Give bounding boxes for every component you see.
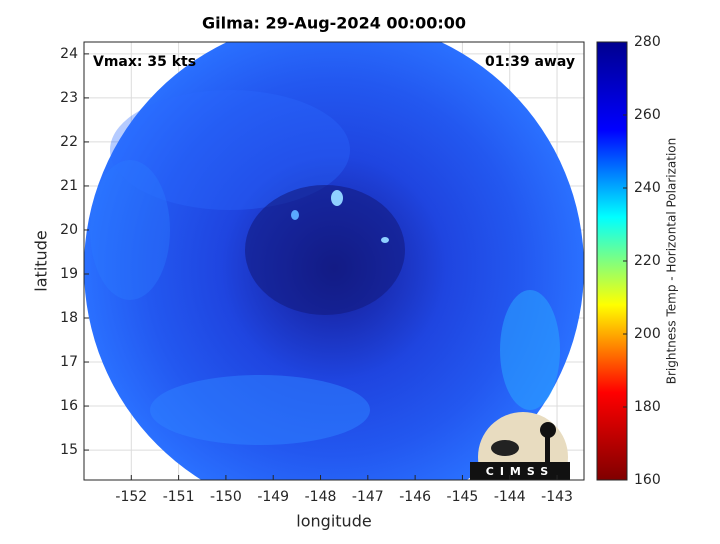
y-axis-label: latitude — [32, 230, 51, 291]
y-tick-label: 15 — [60, 442, 78, 458]
y-tick-label: 20 — [60, 222, 78, 238]
chart-title: Gilma: 29-Aug-2024 00:00:00 — [202, 14, 466, 33]
colorbar-tick-label: 200 — [634, 326, 661, 342]
y-tick-label: 23 — [60, 90, 78, 106]
logo-text: CIMSS — [486, 465, 554, 478]
x-axis-label: longitude — [296, 512, 371, 531]
colorbar-tick-label: 260 — [634, 107, 661, 123]
y-tick-label: 17 — [60, 354, 78, 370]
colorbar-label: Brightness Temp - Horizontal Polarizatio… — [665, 138, 679, 385]
x-tick-label: -148 — [305, 489, 337, 505]
x-tick-label: -145 — [447, 489, 479, 505]
y-tick-label: 24 — [60, 46, 78, 62]
x-tick-label: -147 — [352, 489, 384, 505]
annotation: Vmax: 35 kts — [93, 54, 196, 70]
colorbar-tick-label: 240 — [634, 180, 661, 196]
annotation: 01:39 away — [485, 54, 575, 70]
colorbar-tick-label: 280 — [634, 34, 661, 50]
y-tick-label: 18 — [60, 310, 78, 326]
plot-frame — [83, 41, 585, 481]
y-tick-label: 16 — [60, 398, 78, 414]
x-tick-label: -151 — [163, 489, 195, 505]
colorbar-tick-label: 180 — [634, 399, 661, 415]
x-tick-label: -152 — [115, 489, 147, 505]
x-tick-label: -144 — [494, 489, 526, 505]
y-tick-label: 19 — [60, 266, 78, 282]
x-tick-label: -149 — [257, 489, 289, 505]
y-tick-label: 21 — [60, 178, 78, 194]
colorbar-tick-label: 220 — [634, 253, 661, 269]
x-tick-label: -143 — [541, 489, 573, 505]
x-tick-label: -150 — [210, 489, 242, 505]
colorbar-tick-label: 160 — [634, 472, 661, 488]
swath-image: CIMSS — [84, 42, 584, 480]
logo: CIMSS — [470, 412, 570, 480]
y-tick-label: 22 — [60, 134, 78, 150]
x-tick-label: -146 — [399, 489, 431, 505]
colorbar — [596, 41, 628, 481]
